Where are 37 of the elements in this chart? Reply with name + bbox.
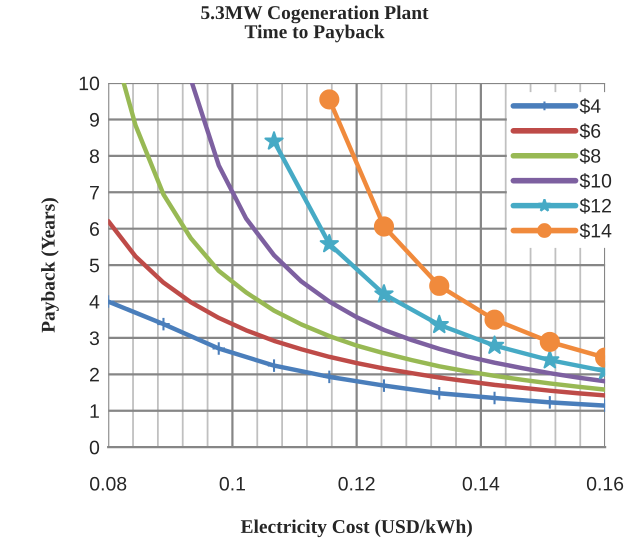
- y-tick-label: 2: [90, 368, 99, 382]
- y-tick-label: 7: [90, 186, 99, 200]
- point: [540, 332, 560, 352]
- point: [429, 276, 450, 296]
- y-tick-label: 8: [90, 149, 100, 164]
- x-axis-title: Electricity Cost (USD/kWh): [240, 519, 472, 538]
- point: [156, 316, 171, 332]
- point: [319, 89, 340, 110]
- point: [320, 234, 339, 252]
- point: [374, 284, 394, 303]
- legend-label: $10: [580, 173, 612, 189]
- y-tick-label: 3: [90, 331, 99, 346]
- legend-label: $12: [580, 198, 611, 214]
- point: [430, 314, 449, 334]
- x-tick-label: 0.16: [586, 476, 624, 491]
- y-tick-label: 4: [89, 295, 100, 309]
- x-tick-label: 0.12: [338, 476, 375, 491]
- y-tick-label: 0: [90, 440, 100, 454]
- y-tick-label: 1: [90, 404, 99, 418]
- x-tick-label: 0.1: [220, 476, 245, 491]
- y-tick-label: 6: [90, 222, 99, 236]
- point: [264, 131, 284, 150]
- legend-label: $14: [580, 222, 612, 239]
- point: [266, 358, 282, 373]
- point: [374, 216, 394, 237]
- x-tick-label: 0.14: [462, 476, 500, 491]
- y-tick-label: 9: [90, 112, 99, 127]
- y-tick-label: 5: [90, 258, 100, 272]
- y-tick-label: 10: [80, 76, 100, 90]
- point: [484, 310, 505, 330]
- chart-title: 5.3MW Cogeneration Plant Time to Payback: [201, 6, 428, 42]
- point: [211, 341, 226, 356]
- legend-label: $4: [580, 98, 601, 114]
- y-axis-title: Payback (Years): [41, 198, 59, 333]
- legend-label: $6: [580, 123, 600, 139]
- legend-label: $8: [580, 148, 600, 164]
- x-tick-label: 0.08: [90, 476, 126, 491]
